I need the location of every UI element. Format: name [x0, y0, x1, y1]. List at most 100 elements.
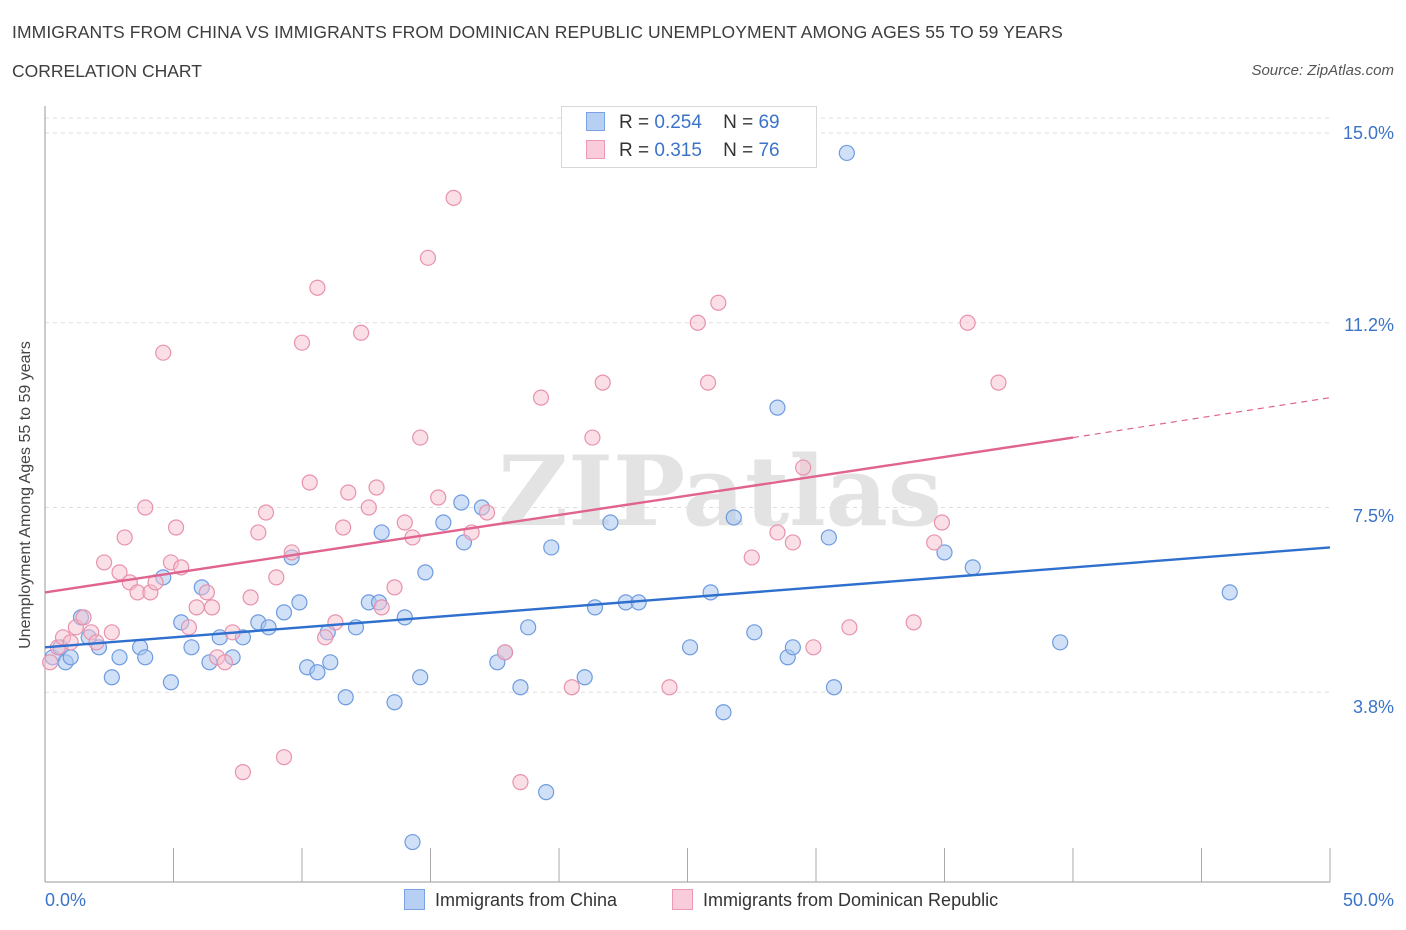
legend-dr-n-value: 76 — [758, 140, 780, 161]
x-tick-min: 0.0% — [45, 890, 87, 910]
dr-point-36 — [301, 474, 318, 491]
china-point-62 — [825, 679, 843, 696]
china-point-67 — [1221, 584, 1238, 601]
bottom-china-swatch — [404, 889, 425, 910]
dr-point-72 — [926, 534, 943, 551]
chart-title: IMMIGRANTS FROM CHINA VS IMMIGRANTS FROM… — [12, 22, 1063, 42]
dr-point-51 — [430, 489, 447, 506]
china-point-48 — [576, 669, 593, 686]
dr-point-23 — [198, 584, 216, 601]
dr-trend-extension — [1072, 397, 1331, 439]
dr-point-22 — [188, 599, 205, 616]
dr-point-17 — [155, 344, 172, 361]
china-point-54 — [702, 584, 719, 601]
legend-china-n-label: N = — [723, 112, 754, 133]
dr-point-59 — [584, 429, 601, 446]
source-credit: Source: ZipAtlas.com — [1251, 62, 1394, 79]
china-point-65 — [964, 559, 981, 576]
dr-point-58 — [563, 679, 580, 696]
dr-point-46 — [386, 579, 403, 596]
bottom-dr-swatch — [672, 889, 693, 910]
dr-point-60 — [594, 374, 611, 391]
dr-point-71 — [905, 614, 922, 631]
dr-point-11 — [116, 529, 133, 546]
china-point-46 — [538, 784, 555, 801]
dr-point-38 — [317, 629, 334, 646]
china-point-56 — [725, 509, 742, 526]
dr-point-64 — [710, 294, 727, 311]
china-point-24 — [291, 594, 308, 611]
china-point-68 — [404, 833, 421, 851]
bottom-legend-dr: Immigrants from Dominican Republic — [672, 889, 998, 911]
dr-point-49 — [412, 429, 429, 446]
dr-point-67 — [784, 534, 801, 551]
china-trend-line — [44, 546, 1331, 649]
dr-point-42 — [353, 324, 370, 341]
china-point-36 — [412, 669, 429, 686]
dr-point-29 — [242, 589, 259, 606]
china-point-37 — [417, 564, 434, 581]
dr-point-50 — [419, 249, 437, 266]
china-point-38 — [435, 514, 452, 531]
dr-point-75 — [990, 374, 1007, 391]
dr-point-68 — [795, 459, 812, 476]
dr-point-73 — [933, 514, 951, 531]
dr-point-70 — [841, 619, 858, 636]
china-point-49 — [586, 599, 604, 616]
legend-dr-r-label: R = — [619, 140, 650, 161]
dr-point-30 — [250, 524, 267, 541]
dr-point-32 — [268, 569, 285, 586]
y-tick-7-5: 7.5% — [1352, 506, 1394, 526]
legend-dr-n-label: N = — [723, 140, 754, 161]
legend-dr-r-value: 0.315 — [654, 140, 702, 161]
dr-point-14 — [137, 499, 154, 516]
legend-china-n-value: 69 — [758, 112, 780, 133]
china-point-57 — [746, 624, 763, 641]
china-point-63 — [838, 144, 855, 162]
dr-point-40 — [335, 519, 352, 536]
y-tick-11-2: 11.2% — [1344, 315, 1394, 335]
legend-row-dr: R = 0.315 N = 76 — [586, 140, 780, 164]
dr-point-35 — [293, 334, 311, 351]
china-point-10 — [137, 649, 154, 666]
china-point-45 — [520, 619, 537, 636]
dr-point-41 — [340, 484, 357, 501]
china-point-50 — [602, 514, 619, 531]
dr-point-0 — [42, 654, 59, 671]
dr-point-3 — [62, 634, 79, 651]
china-point-35 — [396, 609, 413, 626]
dr-point-33 — [275, 749, 293, 766]
dr-point-52 — [445, 189, 462, 206]
dr-point-8 — [96, 554, 113, 571]
bottom-dr-label: Immigrants from Dominican Republic — [703, 890, 999, 910]
china-point-3 — [62, 649, 79, 666]
china-swatch — [586, 112, 605, 131]
china-point-60 — [784, 639, 801, 656]
dr-point-24 — [203, 599, 221, 616]
y-tick-15-0: 15.0% — [1342, 123, 1394, 143]
china-point-14 — [183, 639, 200, 656]
dr-point-21 — [180, 619, 198, 636]
dr-point-56 — [512, 774, 529, 791]
dr-point-45 — [373, 599, 390, 616]
china-point-12 — [162, 674, 180, 691]
china-point-8 — [111, 649, 128, 666]
bottom-china-label: Immigrants from China — [435, 890, 618, 910]
china-point-64 — [936, 544, 953, 561]
dr-point-47 — [396, 514, 413, 531]
dr-point-74 — [959, 314, 976, 331]
dr-swatch — [586, 140, 605, 159]
dr-point-69 — [805, 639, 822, 656]
dr-point-26 — [216, 654, 233, 671]
china-point-29 — [337, 689, 354, 706]
china-point-33 — [373, 524, 390, 541]
china-point-53 — [681, 639, 699, 656]
legend-row-china: R = 0.254 N = 69 — [586, 112, 780, 136]
legend-china-r-value: 0.254 — [654, 112, 702, 133]
china-point-58 — [769, 399, 786, 416]
bottom-legend-china: Immigrants from China — [404, 889, 617, 911]
dr-point-39 — [327, 614, 344, 631]
dr-point-43 — [360, 499, 377, 516]
legend-china-r-label: R = — [619, 112, 650, 133]
